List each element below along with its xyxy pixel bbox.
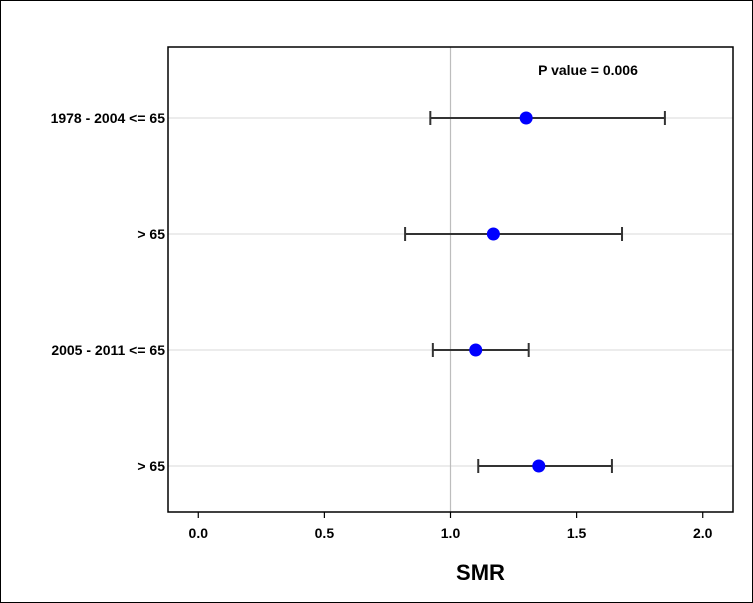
error-bars xyxy=(404,111,666,473)
x-tick-label: 1.5 xyxy=(567,525,587,541)
x-axis-label: SMR xyxy=(456,560,505,585)
x-tick-label: 0.0 xyxy=(189,525,209,541)
category-label: 1978 - 2004 <= 65 xyxy=(51,110,166,126)
category-label: > 65 xyxy=(137,226,165,242)
category-label: 2005 - 2011 <= 65 xyxy=(51,342,165,358)
error-bar-1 xyxy=(404,227,624,241)
x-tick-label: 2.0 xyxy=(693,525,713,541)
category-labels: 1978 - 2004 <= 65 > 65 2005 - 2011 <= 65 > … xyxy=(51,110,166,474)
category-label: > 65 xyxy=(137,458,165,474)
p-value-annotation: P value = 0.006 xyxy=(538,62,638,78)
x-axis-ticks: 0.0 0.5 1.0 1.5 2.0 xyxy=(189,512,713,541)
point-marker-2 xyxy=(469,343,483,357)
points xyxy=(469,111,546,473)
error-bar-0 xyxy=(429,111,666,125)
point-marker-3 xyxy=(532,459,546,473)
point-marker-1 xyxy=(486,227,500,241)
x-tick-label: 0.5 xyxy=(315,525,335,541)
point-marker-0 xyxy=(519,111,533,125)
x-tick-label: 1.0 xyxy=(441,525,461,541)
